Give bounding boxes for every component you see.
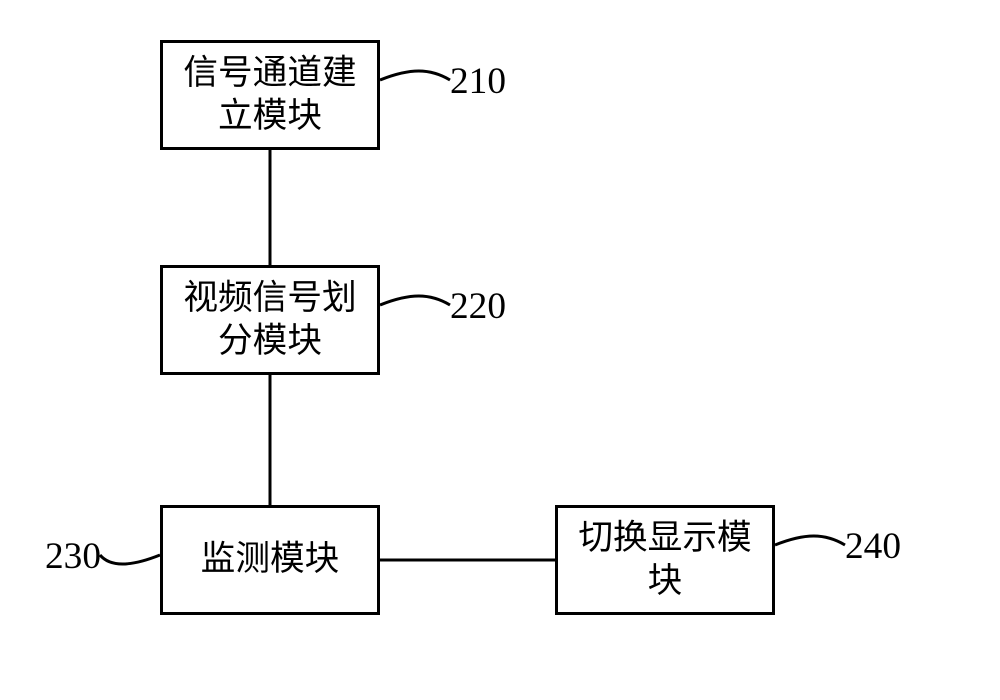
node-line2: 块 bbox=[648, 562, 683, 600]
node-text: 切换显示模 块 bbox=[578, 517, 751, 604]
node-text: 监测模块 bbox=[201, 538, 340, 581]
node-video-signal-partition: 视频信号划 分模块 bbox=[160, 265, 380, 375]
node-text: 信号通道建 立模块 bbox=[183, 52, 356, 139]
node-switch-display: 切换显示模 块 bbox=[555, 505, 775, 615]
node-line2: 分模块 bbox=[218, 322, 322, 360]
node-line1: 视频信号划 bbox=[183, 279, 356, 317]
node-monitoring: 监测模块 bbox=[160, 505, 380, 615]
ref-label-220: 220 bbox=[450, 285, 506, 328]
ref-label-230: 230 bbox=[45, 535, 101, 578]
ref-label-240: 240 bbox=[845, 525, 901, 568]
node-text: 视频信号划 分模块 bbox=[183, 277, 356, 364]
leader-220 bbox=[380, 296, 450, 305]
connector-layer bbox=[0, 0, 1000, 700]
node-line1: 切换显示模 bbox=[578, 519, 751, 557]
leader-210 bbox=[380, 71, 450, 80]
node-line2: 立模块 bbox=[218, 97, 322, 135]
diagram-canvas: 信号通道建 立模块 视频信号划 分模块 监测模块 切换显示模 块 210 220… bbox=[0, 0, 1000, 700]
ref-label-210: 210 bbox=[450, 60, 506, 103]
leader-230 bbox=[100, 555, 160, 564]
node-line1: 信号通道建 bbox=[183, 54, 356, 92]
node-signal-channel-establish: 信号通道建 立模块 bbox=[160, 40, 380, 150]
leader-240 bbox=[775, 536, 845, 545]
